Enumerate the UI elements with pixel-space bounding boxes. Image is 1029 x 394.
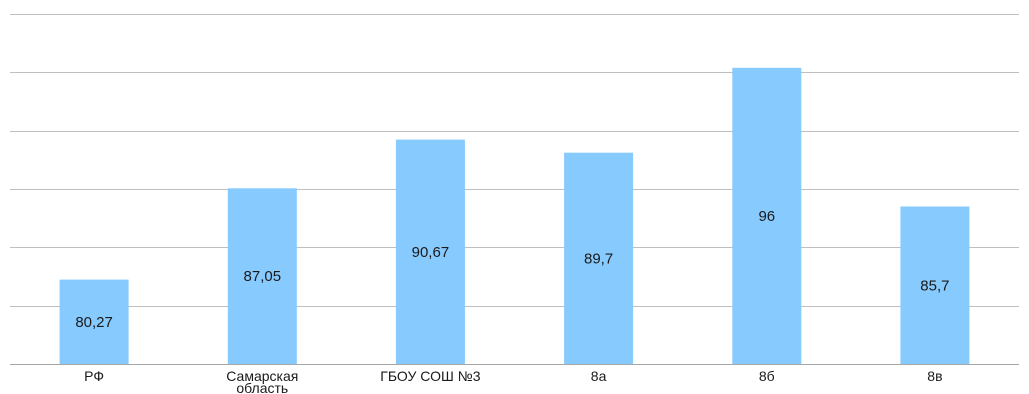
bar <box>227 188 297 364</box>
data-label: 90,67 <box>412 244 450 261</box>
x-tick-label: 8в <box>927 368 942 384</box>
bar <box>395 139 465 364</box>
data-label: 96 <box>758 208 775 225</box>
gridlines <box>10 14 1019 365</box>
data-label: 87,05 <box>244 268 282 285</box>
bar <box>564 152 634 364</box>
data-label: 80,27 <box>75 314 113 331</box>
x-tick-label: 8б <box>759 368 775 384</box>
x-tick-label: 8а <box>591 368 607 384</box>
data-labels: 80,27 87,05 90,67 89,7 96 85,7 <box>75 208 949 331</box>
x-axis-tick-labels: РФ Самарская область ГБОУ СОШ №3 8а 8б 8в <box>84 368 942 394</box>
bars <box>59 67 970 365</box>
bar <box>59 279 129 364</box>
x-tick-label: Самарская область <box>226 368 298 394</box>
x-tick-label: РФ <box>84 368 104 384</box>
bar <box>732 67 802 365</box>
data-label: 89,7 <box>584 250 613 267</box>
bar <box>900 206 970 364</box>
x-tick-label: ГБОУ СОШ №3 <box>380 368 480 384</box>
data-label: 85,7 <box>920 277 949 294</box>
